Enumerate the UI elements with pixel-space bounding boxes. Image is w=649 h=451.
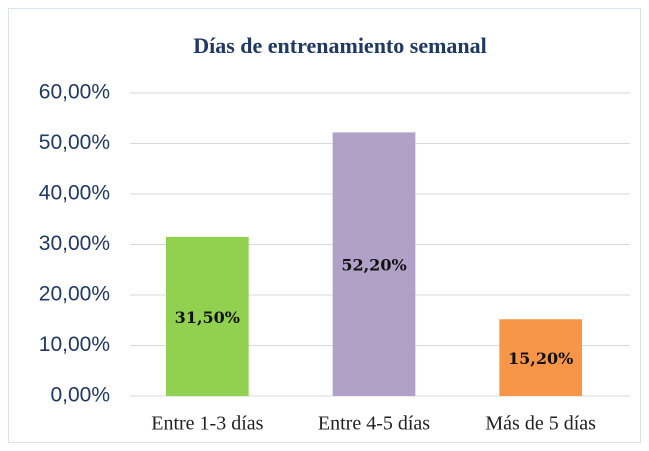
bar (332, 132, 416, 396)
y-tick-label: 20,00% (39, 283, 110, 306)
value-label: 15,20% (508, 349, 573, 368)
x-tick-label: Más de 5 días (485, 413, 596, 435)
value-label: 52,20% (341, 256, 406, 275)
y-tick-label: 60,00% (39, 81, 110, 104)
y-tick-label: 10,00% (39, 333, 110, 356)
y-tick-label: 0,00% (50, 384, 110, 407)
bar (166, 236, 249, 396)
bar (499, 319, 582, 396)
value-label: 31,50% (175, 308, 240, 327)
x-tick-label: Entre 1-3 días (151, 413, 263, 435)
y-tick-label: 30,00% (39, 232, 110, 255)
y-tick-label: 50,00% (39, 131, 110, 154)
y-tick-label: 40,00% (39, 182, 110, 205)
chart-title: Días de entrenamiento semanal (193, 33, 487, 58)
x-tick-label: Entre 4-5 días (318, 413, 430, 435)
